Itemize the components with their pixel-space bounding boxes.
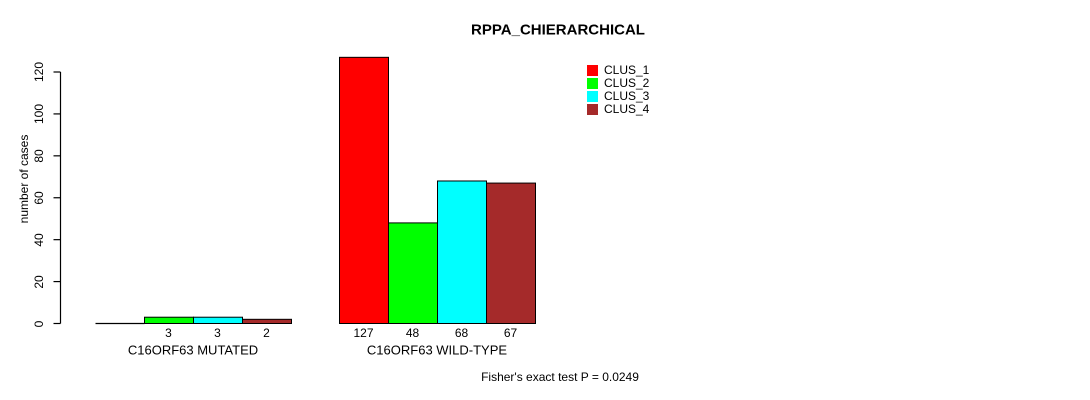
bar-value-mutated-clus-4: 2	[263, 326, 270, 340]
bar-value-wildtype-clus-2: 48	[405, 326, 420, 340]
y-tick-label-100: 100	[32, 103, 46, 124]
legend-label-clus-1: CLUS_1	[604, 63, 650, 77]
bar-value-mutated-clus-3: 3	[214, 326, 221, 340]
legend-item-clus-2: CLUS_2	[587, 77, 649, 90]
bar-clus_1	[339, 56, 389, 325]
legend-swatch-clus-4-icon	[587, 104, 598, 115]
footnote: Fisher's exact test P = 0.0249	[481, 370, 639, 384]
group-label-mutated: C16ORF63 MUTATED	[127, 342, 259, 358]
bar-value-wildtype-clus-3: 68	[454, 326, 469, 340]
legend-label-clus-2: CLUS_2	[604, 76, 650, 90]
bar-value-wildtype-clus-4: 67	[503, 326, 518, 340]
bar-clus_2	[388, 222, 438, 324]
bar-value-mutated-clus-2: 3	[165, 326, 172, 340]
chart-title: RPPA_CHIERARCHICAL	[471, 21, 645, 39]
group-label-wildtype: C16ORF63 WILD-TYPE	[366, 342, 508, 358]
bar-value-wildtype-clus-1: 127	[353, 326, 374, 340]
legend: CLUS_1 CLUS_2 CLUS_3 CLUS_4	[587, 64, 649, 116]
y-tick-label-80: 80	[32, 149, 46, 163]
bar-clus_4	[242, 318, 292, 324]
legend-label-clus-3: CLUS_3	[604, 89, 650, 103]
bar-clus_3	[437, 180, 487, 324]
y-axis-title: number of cases	[17, 134, 31, 224]
y-tick-label-120: 120	[32, 61, 46, 83]
legend-swatch-clus-2-icon	[587, 78, 598, 89]
legend-item-clus-3: CLUS_3	[587, 90, 649, 103]
y-tick-label-20: 20	[32, 274, 46, 289]
bar-clus_2	[144, 316, 194, 324]
y-tick-label-0: 0	[32, 320, 46, 327]
legend-label-clus-4: CLUS_4	[604, 102, 650, 116]
y-tick-label-60: 60	[32, 191, 46, 205]
y-tick-label-40: 40	[32, 232, 46, 247]
legend-item-clus-4: CLUS_4	[587, 103, 649, 116]
bar-clus_4	[486, 182, 536, 324]
legend-item-clus-1: CLUS_1	[587, 64, 649, 77]
bar-clus_3	[193, 316, 243, 324]
legend-swatch-clus-3-icon	[587, 91, 598, 102]
legend-swatch-clus-1-icon	[587, 65, 598, 76]
